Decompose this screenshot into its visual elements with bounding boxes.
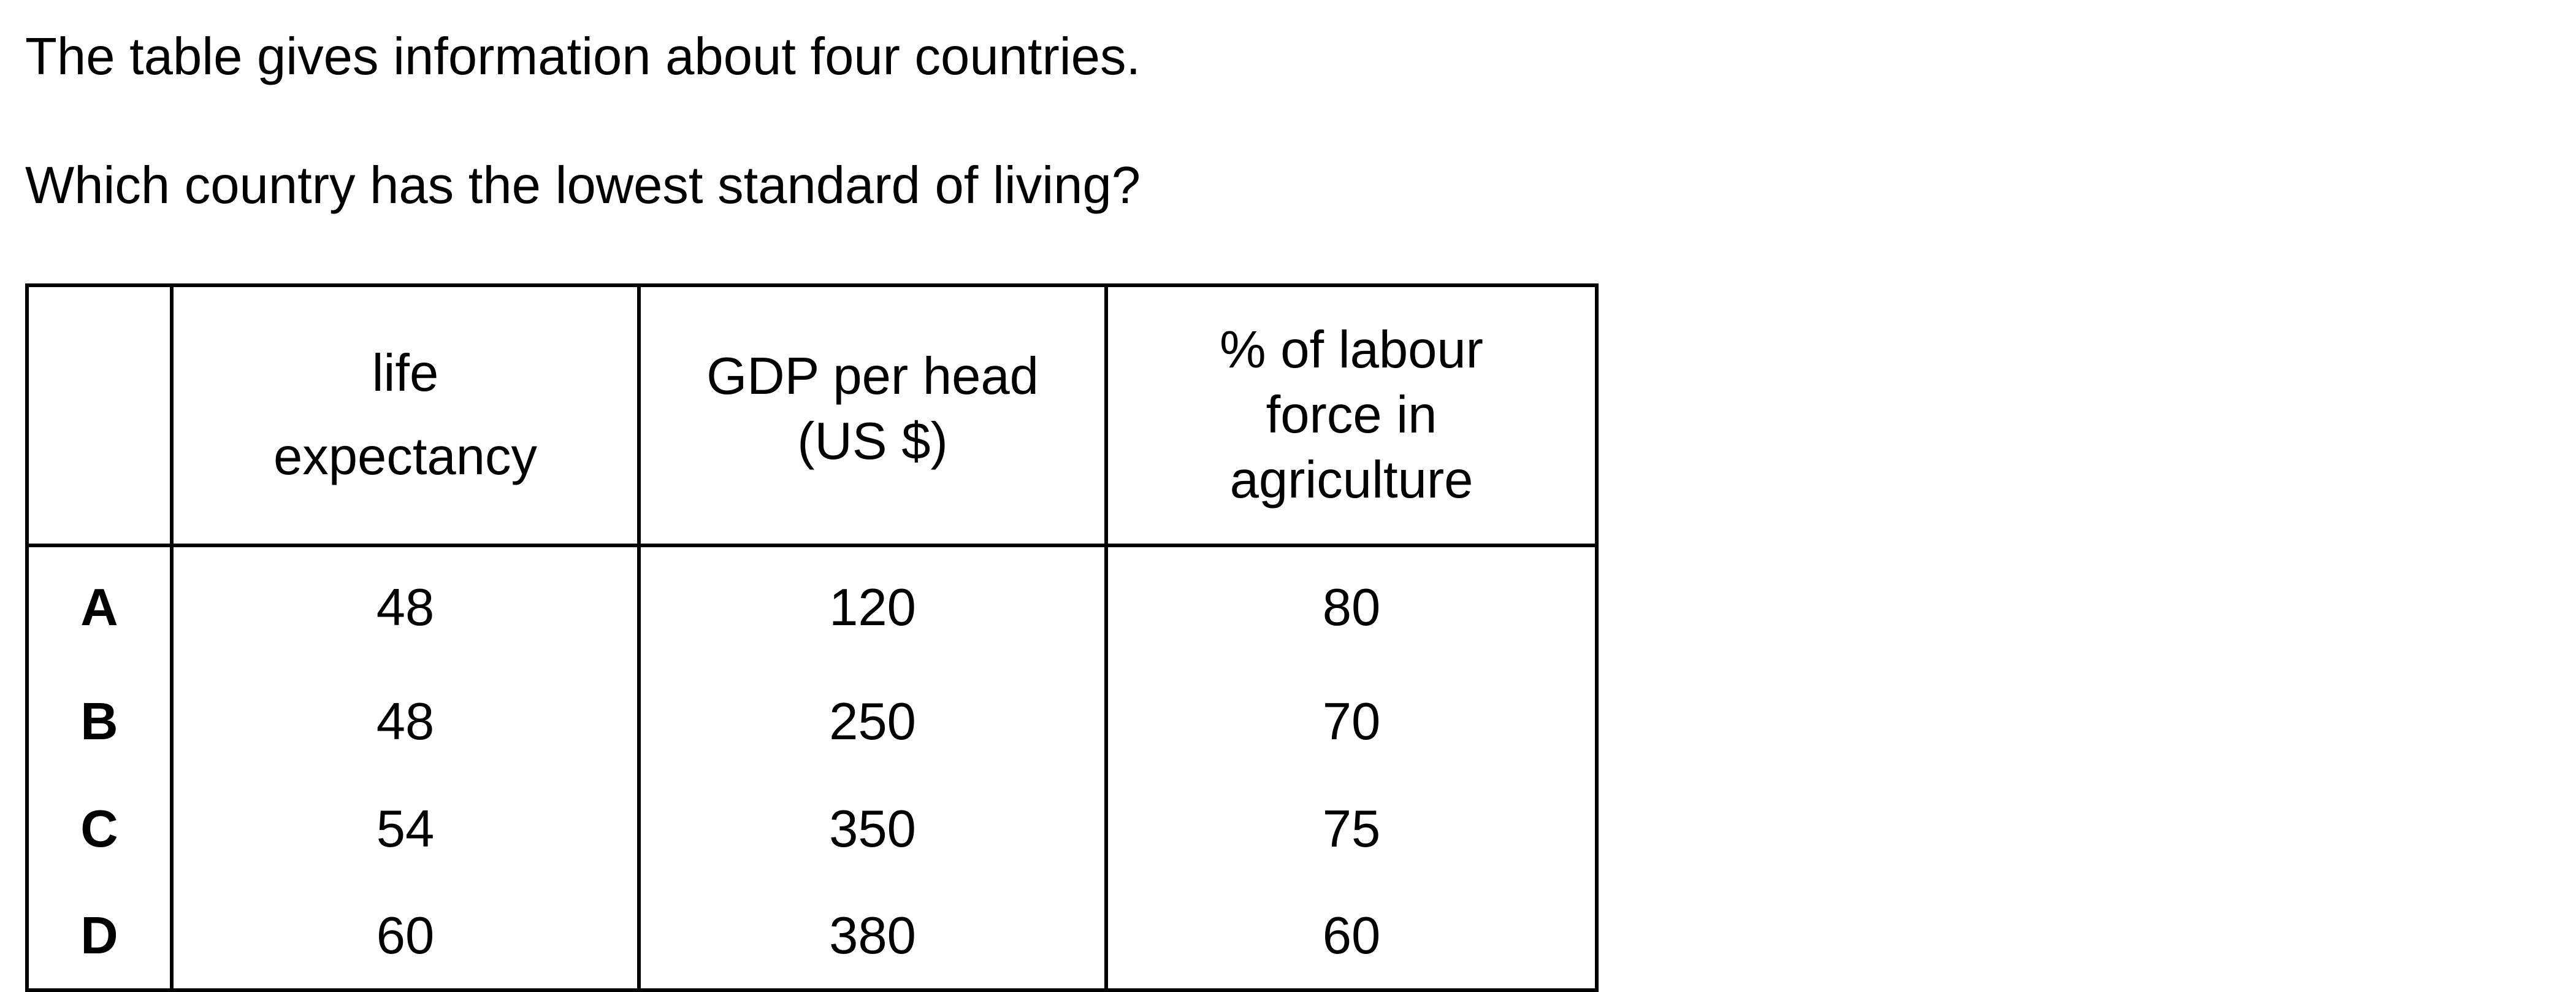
labour-cell: 80 bbox=[1104, 545, 1599, 668]
row-label: D bbox=[25, 883, 174, 992]
labour-cell: 75 bbox=[1104, 775, 1599, 883]
intro-text: The table gives information about four c… bbox=[25, 28, 1141, 86]
header-labour-line-2: force in bbox=[1266, 385, 1437, 444]
life-expectancy-cell: 48 bbox=[170, 668, 641, 775]
header-labour-line-3: agriculture bbox=[1229, 451, 1473, 510]
gdp-cell: 120 bbox=[637, 545, 1108, 668]
life-expectancy-cell: 60 bbox=[170, 883, 641, 992]
header-row: life expectancy GDP per head (US $) % of… bbox=[25, 283, 1599, 547]
life-expectancy-cell: 54 bbox=[170, 775, 641, 883]
row-label: C bbox=[25, 775, 174, 883]
table-row: D 60 380 60 bbox=[25, 883, 1599, 992]
header-gdp-per-head: GDP per head (US $) bbox=[637, 283, 1108, 547]
gdp-cell: 380 bbox=[637, 883, 1108, 992]
corner-cell bbox=[25, 283, 174, 547]
row-label: A bbox=[25, 545, 174, 668]
countries-table: life expectancy GDP per head (US $) % of… bbox=[25, 283, 1599, 992]
header-labour-force: % of labour force in agriculture bbox=[1104, 283, 1599, 547]
header-gdp-line-2: (US $) bbox=[797, 412, 948, 471]
header-life-expectancy: life expectancy bbox=[170, 283, 641, 547]
gdp-cell: 250 bbox=[637, 668, 1108, 775]
table-row: B 48 250 70 bbox=[25, 668, 1599, 775]
labour-cell: 60 bbox=[1104, 883, 1599, 992]
question-text: Which country has the lowest standard of… bbox=[25, 156, 1141, 215]
header-labour-line-1: % of labour bbox=[1220, 320, 1483, 379]
life-expectancy-cell: 48 bbox=[170, 545, 641, 668]
header-life-line-1: life bbox=[372, 344, 439, 402]
table-row: A 48 120 80 bbox=[25, 545, 1599, 668]
header-gdp-line-1: GDP per head bbox=[706, 347, 1039, 406]
labour-cell: 70 bbox=[1104, 668, 1599, 775]
table-row: C 54 350 75 bbox=[25, 775, 1599, 883]
gdp-cell: 350 bbox=[637, 775, 1108, 883]
header-life-line-2: expectancy bbox=[273, 428, 537, 486]
row-label: B bbox=[25, 668, 174, 775]
